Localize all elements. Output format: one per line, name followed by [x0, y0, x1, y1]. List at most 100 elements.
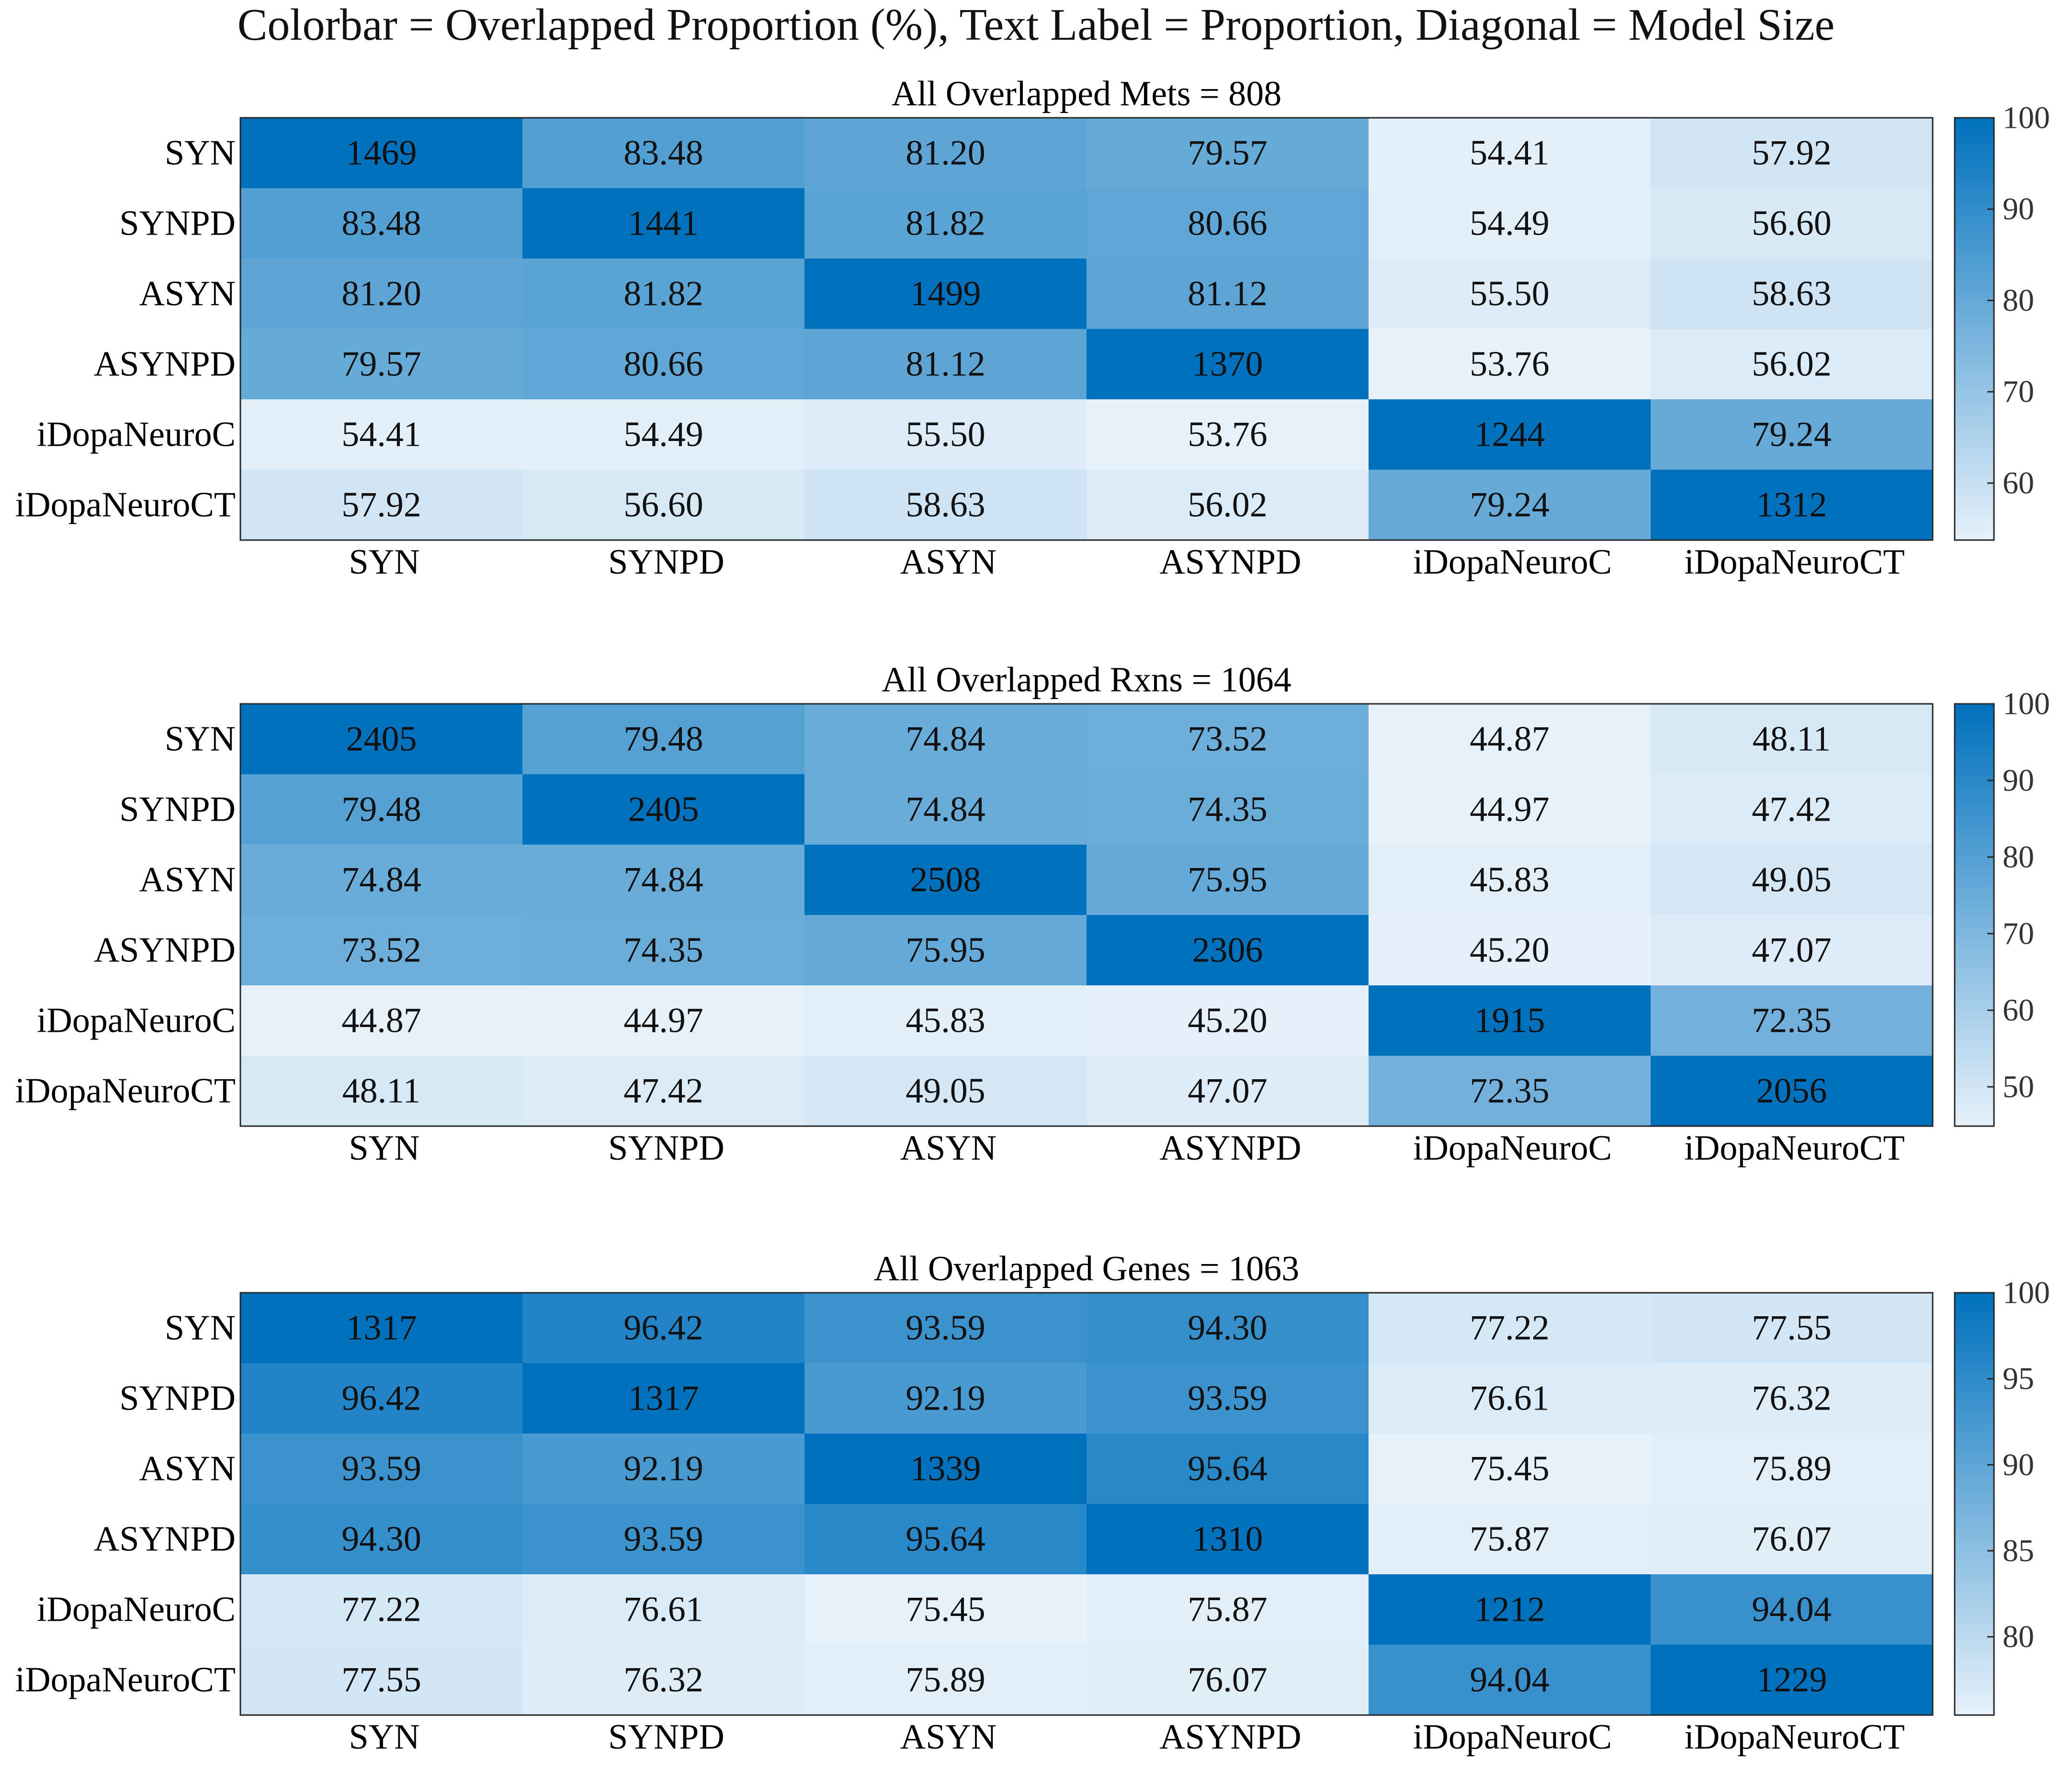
row-label: SYN [165, 1309, 236, 1348]
heatmap-cell [1369, 845, 1651, 915]
cell-label: 73.52 [1188, 720, 1268, 759]
heatmap-cell [240, 1504, 523, 1575]
heatmap-cell [1651, 704, 1933, 775]
row-label: SYNPD [119, 204, 236, 243]
heatmap-cell [522, 1056, 805, 1127]
cell-label: 77.55 [1752, 1309, 1832, 1348]
heatmap-cell [1087, 1056, 1369, 1127]
panel-title: All Overlapped Rxns = 1064 [882, 660, 1291, 700]
cell-label: 56.60 [1752, 204, 1832, 243]
heatmap-cell [1651, 1363, 1933, 1434]
colorbar-tick-label: 60 [2003, 465, 2034, 500]
heatmap-cell [240, 1056, 523, 1127]
column-label: SYN [349, 1129, 419, 1168]
heatmap-cell [804, 704, 1087, 775]
heatmap-cell [240, 1645, 523, 1716]
colorbar-tick-label: 60 [2003, 993, 2034, 1028]
heatmap-cell [522, 1574, 805, 1645]
column-label: ASYN [900, 1129, 996, 1168]
heatmap-cell [1369, 470, 1651, 541]
heatmap-cell [240, 915, 523, 986]
heatmap-cell [804, 985, 1087, 1056]
cell-label: 56.02 [1188, 486, 1268, 525]
colorbar-tick-label: 70 [2003, 916, 2034, 951]
heatmap-cell [1651, 470, 1933, 541]
heatmap-cell [240, 845, 523, 915]
heatmap-cell [804, 774, 1087, 845]
cell-label: 79.57 [1188, 134, 1268, 173]
cell-label: 79.57 [341, 345, 421, 384]
cell-label: 81.20 [906, 134, 985, 173]
colorbar-tick-label: 100 [2003, 101, 2050, 136]
cell-label: 93.59 [623, 1520, 703, 1559]
heatmap-cell [240, 329, 523, 400]
column-label: SYNPD [608, 1129, 725, 1168]
cell-label: 45.83 [1470, 860, 1550, 900]
heatmap-cell [1087, 1363, 1369, 1434]
heatmap-cell [1369, 1056, 1651, 1127]
cell-label: 94.30 [341, 1520, 421, 1559]
heatmap-cell [522, 259, 805, 329]
heatmap-cell [1651, 1293, 1933, 1364]
cell-label: 95.64 [1188, 1449, 1268, 1489]
heatmap-frame [239, 117, 1934, 541]
cell-label: 54.41 [341, 415, 421, 454]
row-label: ASYNPD [94, 931, 236, 970]
heatmap-cell [522, 704, 805, 775]
cell-label: 75.45 [1470, 1449, 1550, 1489]
heatmap-cell [804, 118, 1087, 189]
cell-label: 81.12 [906, 345, 985, 384]
column-label: SYNPD [608, 542, 725, 582]
heatmap-cell [1087, 259, 1369, 329]
cell-label: 93.59 [906, 1309, 985, 1348]
cell-label: 93.59 [341, 1449, 421, 1489]
colorbar-tick-label: 50 [2003, 1069, 2034, 1104]
cell-label: 55.50 [1470, 274, 1550, 314]
column-label: SYN [349, 1717, 419, 1757]
heatmap-frame [239, 703, 1934, 1127]
cell-label: 96.42 [623, 1309, 703, 1348]
heatmap-cell [240, 259, 523, 329]
cell-label: 1370 [1192, 345, 1263, 384]
heatmap-cell [1369, 259, 1651, 329]
cell-label: 54.49 [1470, 204, 1550, 243]
heatmap-cell [1651, 1645, 1933, 1716]
cell-label: 1499 [910, 274, 981, 314]
heatmap-panel-1: All Overlapped Mets = 808 1469 83.48 81.20 7… [15, 74, 2050, 582]
row-label: iDopaNeuroC [37, 415, 236, 454]
cell-label: 1317 [346, 1309, 417, 1348]
heatmap-cell [1087, 118, 1369, 189]
cell-label: 81.82 [906, 204, 985, 243]
cell-label: 79.48 [341, 790, 421, 829]
heatmap-cell [1651, 1056, 1933, 1127]
column-label: SYNPD [608, 1717, 725, 1757]
colorbar-tick-label: 80 [2003, 1619, 2034, 1654]
cell-label: 53.76 [1470, 345, 1550, 384]
heatmap-cell [1369, 774, 1651, 845]
cell-label: 79.48 [623, 720, 703, 759]
cell-label: 76.32 [623, 1660, 703, 1700]
cell-label: 75.89 [1752, 1449, 1832, 1489]
heatmap-cell [1651, 845, 1933, 915]
cell-label: 76.61 [1470, 1379, 1550, 1418]
heatmap-cell [1087, 470, 1369, 541]
cell-label: 75.95 [906, 931, 985, 970]
heatmap-cell [804, 470, 1087, 541]
cell-label: 56.60 [623, 486, 703, 525]
cell-label: 47.07 [1188, 1072, 1268, 1111]
heatmap-cell [240, 1434, 523, 1504]
heatmap-cell [522, 1504, 805, 1575]
column-label: ASYN [900, 1717, 996, 1757]
heatmap-cell [804, 1434, 1087, 1504]
cell-label: 72.35 [1470, 1072, 1550, 1111]
cell-label: 79.24 [1470, 486, 1550, 525]
cell-label: 74.35 [623, 931, 703, 970]
cell-label: 94.30 [1188, 1309, 1268, 1348]
heatmap-cell [522, 329, 805, 400]
heatmap-cell [804, 1363, 1087, 1434]
heatmap-cell [804, 1056, 1087, 1127]
colorbar-tick-label: 90 [2003, 192, 2034, 226]
cell-label: 94.04 [1752, 1590, 1832, 1629]
heatmap-cell [1369, 1434, 1651, 1504]
